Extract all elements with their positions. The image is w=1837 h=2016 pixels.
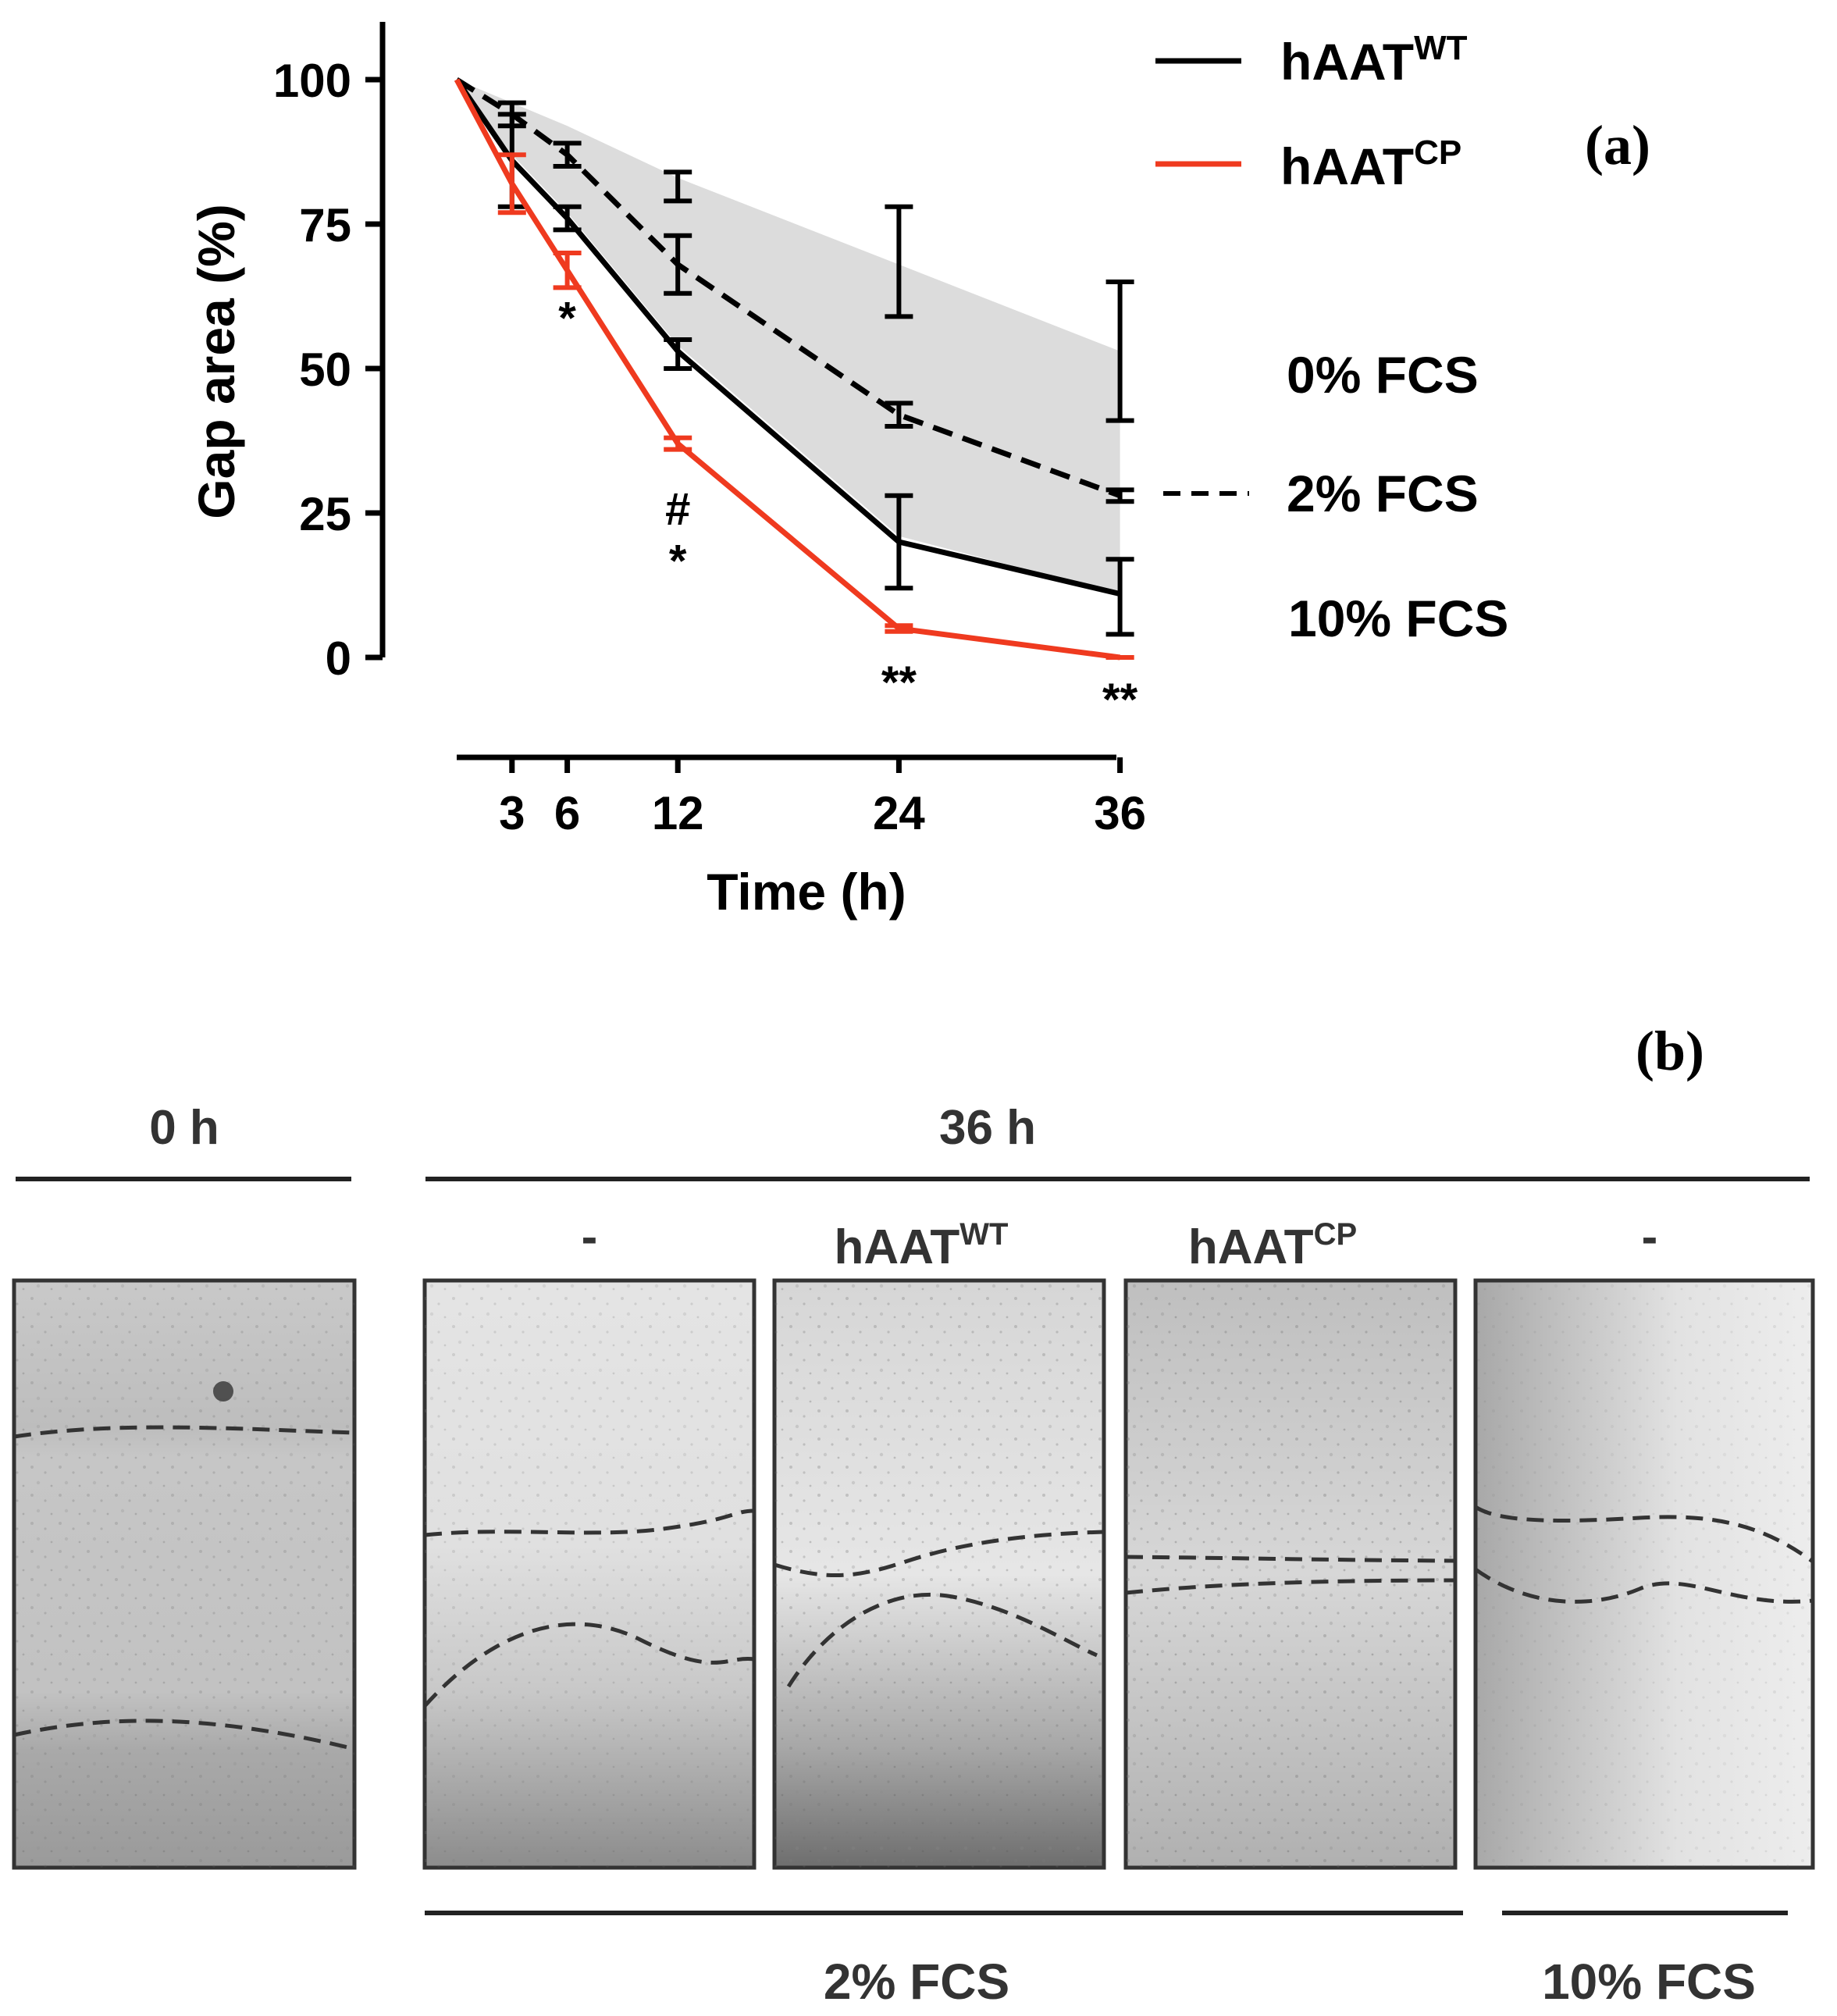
- series-hAAT-WT-errorbar-12: [664, 337, 692, 371]
- micrograph-wt: [772, 1278, 1106, 1870]
- micrograph-cp: [1123, 1278, 1458, 1870]
- series-2pct-FCS-errorbar-36: [1105, 487, 1134, 504]
- axes: 0 25 50 75 100 3 6 12 24 36 Gap area (%) Time (h…: [187, 22, 1146, 921]
- legend-fcs10-label: 10% FCS: [1288, 589, 1508, 647]
- legend-fcs2-label: 2% FCS: [1287, 465, 1479, 522]
- series-hAAT-CP-line: [454, 78, 1121, 661]
- micrograph-panel: 0 h 36 h - hAATWT hAATCP -: [12, 1101, 1815, 2010]
- series-hAAT-CP-errorbar-6: [553, 251, 582, 290]
- y-axis-label: Gap area (%): [187, 204, 245, 518]
- annotation-4: **: [1102, 675, 1138, 725]
- label-ctrl10: -: [1642, 1210, 1658, 1264]
- y-tick-label-100: 100: [273, 55, 351, 107]
- annotation-2: *: [669, 536, 687, 586]
- series-2pct-FCS-line: [455, 77, 1121, 499]
- micrograph-0h: [12, 1278, 357, 1870]
- x-tick-label-6: 6: [554, 787, 580, 839]
- legend: hAATWT hAATCP 0% FCS 2% FCS 10% FCS: [1155, 29, 1508, 647]
- band-whisker-12: [664, 169, 692, 204]
- x-tick-label-24: 24: [873, 787, 925, 839]
- series-2pct-FCS: [455, 77, 1134, 504]
- series-2pct-FCS-errorbar-24: [885, 401, 913, 429]
- legend-cp-label: hAATCP: [1280, 134, 1461, 195]
- x-tick-label-36: 36: [1094, 787, 1146, 839]
- x-tick-label-3: 3: [499, 787, 525, 839]
- series-hAAT-CP-errorbar-12: [664, 435, 692, 452]
- label-cp: hAATCP: [1188, 1217, 1357, 1274]
- y-tick-label-25: 25: [299, 488, 351, 540]
- header-36h: 36 h: [939, 1101, 1036, 1155]
- y-tick-label-50: 50: [299, 344, 351, 396]
- annotation-0: *: [558, 294, 576, 344]
- significance-annotations: *#*** **: [558, 294, 1137, 725]
- series-layer: [454, 77, 1134, 661]
- series-hAAT-CP: [454, 78, 1134, 661]
- series-hAAT-CP-errorbar-3: [497, 152, 526, 215]
- micrograph-ctrl10: [1473, 1278, 1815, 1870]
- panel-b-label: (b): [1636, 1020, 1704, 1082]
- x-axis-label: Time (h): [707, 863, 906, 921]
- label-wt: hAATWT: [835, 1217, 1009, 1274]
- series-2pct-FCS-errorbar-12: [664, 233, 692, 296]
- band-whisker-36: [1105, 280, 1134, 423]
- y-tick-label-75: 75: [299, 199, 351, 251]
- series-hAAT-WT-errorbar-6: [553, 204, 582, 233]
- series-hAAT-CP-errorbar-24: [885, 623, 913, 634]
- series-hAAT-WT-errorbar-36: [1105, 557, 1134, 637]
- legend-wt-label: hAATWT: [1280, 29, 1468, 91]
- series-hAAT-WT-line: [454, 78, 1121, 597]
- label-ctrl2: -: [582, 1210, 598, 1264]
- annotation-1: #: [665, 484, 690, 535]
- series-hAAT-WT-errorbar-24: [885, 493, 913, 591]
- legend-fcs0-label: 0% FCS: [1287, 346, 1479, 404]
- y-tick-label-0: 0: [326, 632, 351, 685]
- x-tick-label-12: 12: [652, 787, 704, 839]
- band-whisker-24: [885, 204, 913, 319]
- annotation-3: **: [881, 657, 917, 708]
- footer-10-label: 10% FCS: [1542, 1954, 1756, 2010]
- micrograph-ctrl2: [422, 1278, 757, 1870]
- footer-2-label: 2% FCS: [824, 1954, 1009, 2010]
- header-0h: 0 h: [149, 1101, 219, 1155]
- panel-a-label: (a): [1585, 114, 1650, 176]
- series-2pct-FCS-errorbar-6: [553, 141, 582, 169]
